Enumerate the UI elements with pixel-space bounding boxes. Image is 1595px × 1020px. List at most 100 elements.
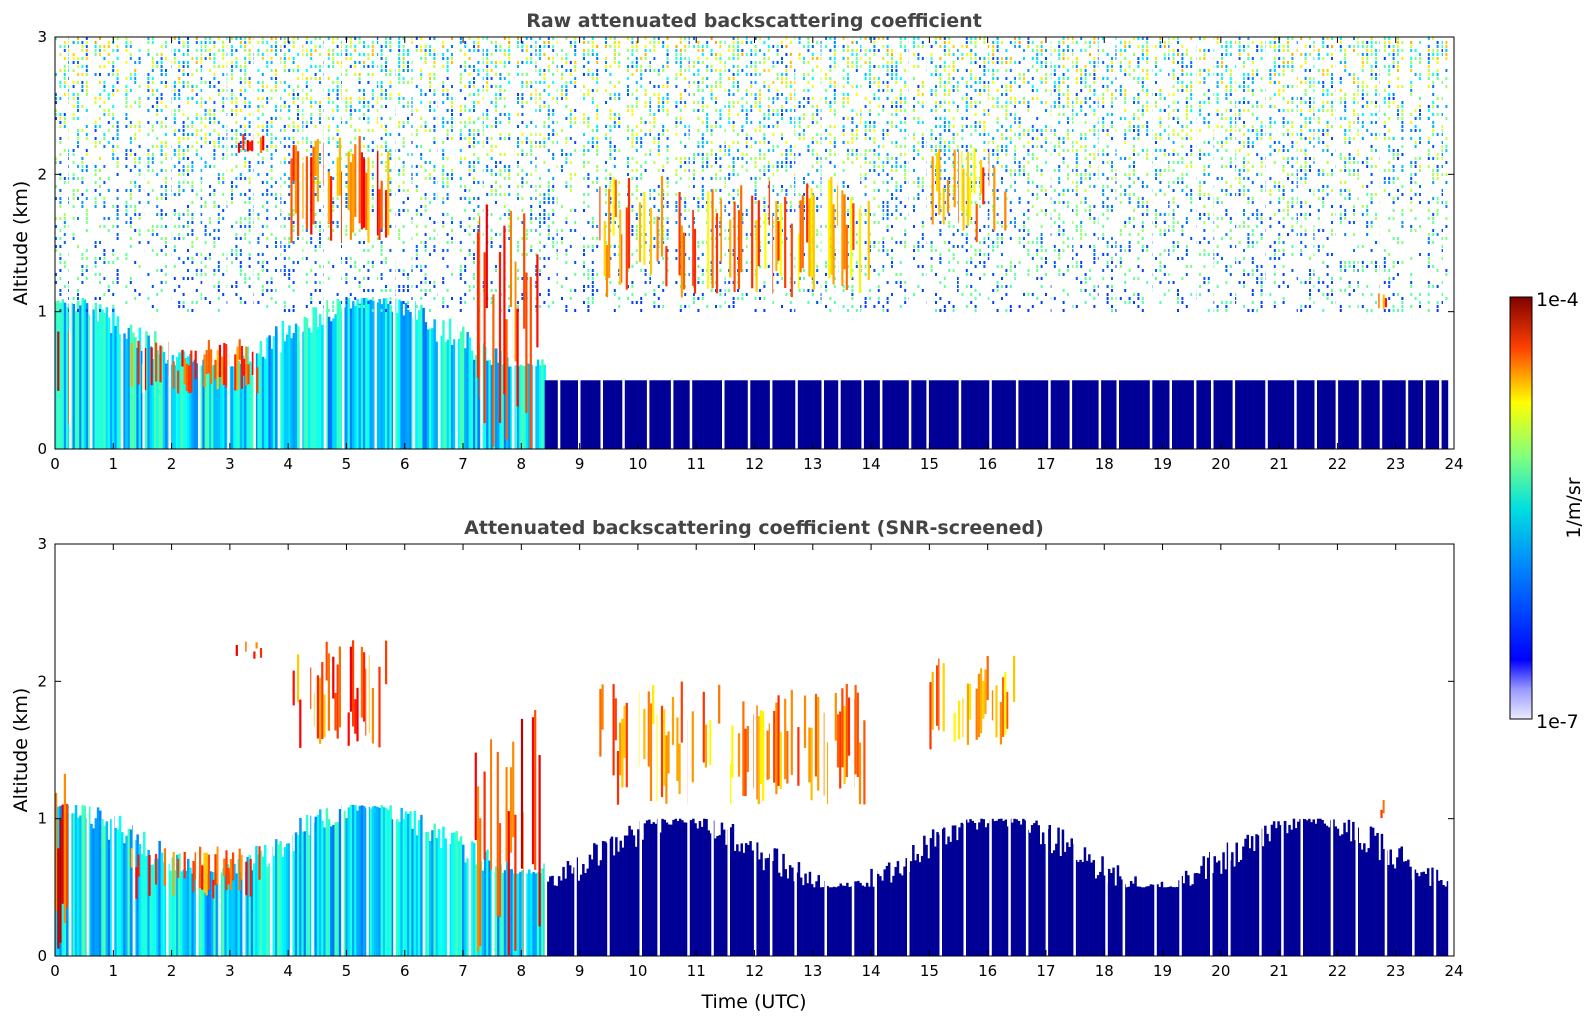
heatmap-noise-cell — [266, 269, 269, 272]
heatmap-noise-cell — [59, 45, 62, 48]
heatmap-noise-cell — [235, 121, 238, 124]
heatmap-noise-cell — [609, 65, 612, 68]
heatmap-noise-cell — [319, 117, 321, 120]
heatmap-noise-cell — [345, 229, 348, 232]
heatmap-noise-cell — [499, 89, 502, 92]
heatmap-noise-cell — [587, 269, 590, 272]
heatmap-noise-cell — [99, 169, 101, 172]
heatmap-column — [593, 380, 596, 449]
heatmap-noise-cell — [407, 101, 409, 104]
heatmap-noise-cell — [732, 85, 735, 88]
heatmap-noise-cell — [195, 273, 198, 276]
heatmap-noise-cell — [605, 89, 607, 92]
heatmap-column — [694, 380, 697, 449]
heatmap-noise-cell — [561, 169, 563, 172]
heatmap-noise-cell — [424, 161, 427, 164]
heatmap-noise-cell — [662, 97, 665, 100]
heatmap-noise-cell — [125, 93, 128, 96]
heatmap-noise-cell — [649, 101, 651, 104]
heatmap-noise-cell — [424, 129, 427, 132]
heatmap-noise-cell — [635, 141, 638, 144]
heatmap-noise-cell — [631, 229, 634, 232]
heatmap-noise-cell — [380, 261, 383, 264]
heatmap-noise-cell — [147, 229, 150, 232]
heatmap-noise-cell — [85, 269, 88, 272]
heatmap-noise-cell — [231, 49, 233, 52]
heatmap-column — [1030, 380, 1034, 449]
heatmap-noise-cell — [530, 81, 533, 84]
heatmap-column — [261, 356, 265, 449]
heatmap-noise-cell — [165, 181, 167, 184]
heatmap-noise-cell — [231, 137, 233, 140]
heatmap-noise-cell — [248, 221, 251, 224]
heatmap-noise-cell — [433, 89, 436, 92]
heatmap-noise-cell — [103, 205, 106, 208]
heatmap-column — [1044, 380, 1047, 449]
heatmap-column — [521, 365, 524, 449]
heatmap-noise-cell — [213, 245, 216, 248]
heatmap-noise-cell — [345, 181, 348, 184]
heatmap-noise-cell — [213, 145, 216, 148]
heatmap-noise-cell — [534, 273, 537, 276]
heatmap-noise-cell — [85, 93, 88, 96]
heatmap-noise-cell — [385, 57, 387, 60]
heatmap-noise-cell — [556, 257, 559, 260]
heatmap-noise-cell — [363, 89, 365, 92]
heatmap-noise-cell — [583, 93, 585, 96]
heatmap-noise-cell — [182, 81, 185, 84]
heatmap-column — [883, 380, 886, 449]
heatmap-noise-cell — [305, 85, 308, 88]
heatmap-noise-cell — [292, 229, 295, 232]
heatmap-noise-cell — [631, 157, 634, 160]
heatmap-noise-cell — [609, 181, 612, 184]
heatmap-column — [1345, 380, 1348, 449]
heatmap-noise-cell — [464, 229, 467, 232]
heatmap-noise-cell — [63, 49, 66, 52]
heatmap-noise-cell — [552, 185, 555, 188]
heatmap-noise-cell — [72, 57, 75, 60]
heatmap-noise-cell — [697, 49, 700, 52]
heatmap-column — [854, 380, 858, 449]
heatmap-noise-cell — [182, 261, 185, 264]
heatmap-noise-cell — [187, 233, 189, 236]
heatmap-noise-cell — [446, 65, 449, 68]
heatmap-noise-cell — [217, 281, 220, 284]
heatmap-noise-cell — [508, 229, 511, 232]
heatmap-noise-cell — [134, 133, 137, 136]
heatmap-noise-cell — [631, 109, 634, 112]
heatmap-noise-cell — [684, 197, 687, 200]
heatmap-noise-cell — [521, 177, 524, 180]
heatmap-noise-cell — [257, 53, 260, 56]
heatmap-noise-cell — [336, 89, 339, 92]
heatmap-noise-cell — [81, 41, 84, 44]
heatmap-noise-cell — [125, 113, 128, 116]
heatmap-noise-cell — [530, 97, 533, 100]
heatmap-noise-cell — [675, 169, 678, 172]
heatmap-noise-cell — [261, 81, 264, 84]
heatmap-noise-cell — [173, 213, 176, 216]
heatmap-noise-cell — [402, 165, 405, 168]
heatmap-noise-cell — [292, 209, 295, 212]
heatmap-noise-cell — [464, 293, 467, 296]
heatmap-noise-cell — [539, 233, 541, 236]
heatmap-noise-cell — [530, 229, 533, 232]
heatmap-noise-cell — [195, 141, 198, 144]
heatmap-noise-cell — [732, 305, 735, 308]
heatmap-noise-cell — [517, 301, 519, 304]
heatmap-noise-cell — [173, 225, 176, 228]
heatmap-column — [1204, 380, 1208, 449]
heatmap-noise-cell — [627, 129, 629, 132]
heatmap-noise-cell — [732, 65, 735, 68]
heatmap-noise-cell — [732, 197, 735, 200]
heatmap-noise-cell — [657, 217, 660, 220]
heatmap-column — [617, 380, 620, 449]
heatmap-noise-cell — [407, 105, 409, 108]
heatmap-noise-cell — [693, 37, 695, 40]
heatmap-noise-cell — [376, 149, 379, 152]
heatmap-noise-cell — [367, 249, 370, 252]
heatmap-noise-cell — [697, 101, 700, 104]
heatmap-noise-cell — [613, 245, 616, 248]
heatmap-noise-cell — [235, 165, 238, 168]
heatmap-noise-cell — [649, 129, 651, 132]
heatmap-noise-cell — [737, 85, 739, 88]
